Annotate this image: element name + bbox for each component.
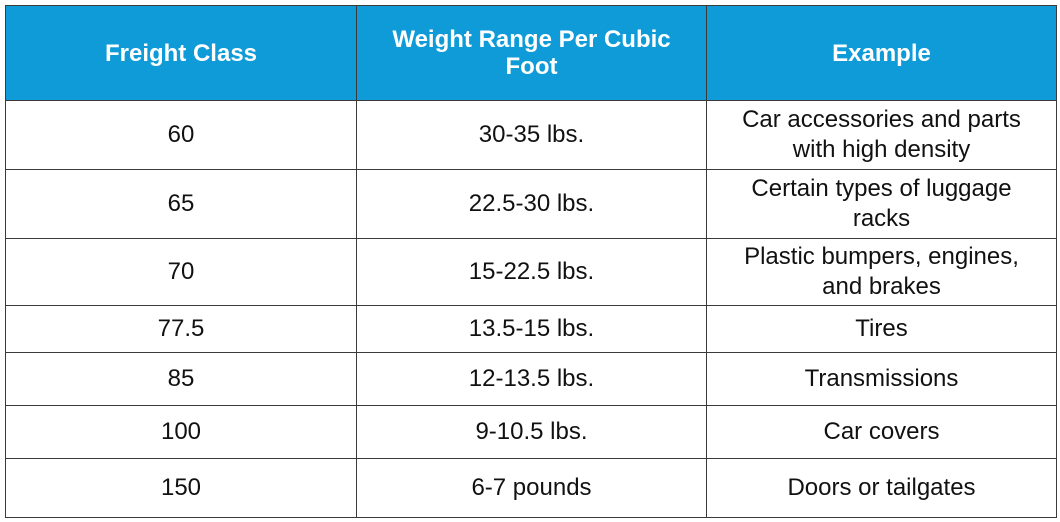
weight-range-cell: 12-13.5 lbs. [356,352,707,406]
freight-class-cell: 150 [5,458,357,518]
table-row: 100 9-10.5 lbs. Car covers [5,405,1057,459]
table-row: 65 22.5-30 lbs. Certain types of luggage… [5,169,1057,239]
weight-range-cell: 13.5-15 lbs. [356,305,707,353]
freight-class-cell: 65 [5,169,357,239]
freight-class-cell: 77.5 [5,305,357,353]
example-cell: Car accessories and parts with high dens… [706,100,1057,170]
example-cell: Plastic bumpers, engines, and brakes [706,238,1057,306]
example-cell: Tires [706,305,1057,353]
header-weight-range: Weight Range Per Cubic Foot [356,5,707,101]
table-header: Freight Class Weight Range Per Cubic Foo… [5,5,1057,101]
table-body: 60 30-35 lbs. Car accessories and parts … [5,100,1057,518]
table-row: 70 15-22.5 lbs. Plastic bumpers, engines… [5,238,1057,306]
table-row: 85 12-13.5 lbs. Transmissions [5,352,1057,406]
weight-range-cell: 15-22.5 lbs. [356,238,707,306]
freight-class-cell: 85 [5,352,357,406]
table-row: 150 6-7 pounds Doors or tailgates [5,458,1057,518]
example-cell: Certain types of luggage racks [706,169,1057,239]
example-cell: Transmissions [706,352,1057,406]
header-freight-class: Freight Class [5,5,357,101]
table-row: 60 30-35 lbs. Car accessories and parts … [5,100,1057,170]
freight-class-table: Freight Class Weight Range Per Cubic Foo… [5,5,1057,518]
weight-range-cell: 6-7 pounds [356,458,707,518]
header-example: Example [706,5,1057,101]
weight-range-cell: 22.5-30 lbs. [356,169,707,239]
freight-class-cell: 70 [5,238,357,306]
weight-range-cell: 9-10.5 lbs. [356,405,707,459]
example-cell: Doors or tailgates [706,458,1057,518]
freight-class-cell: 100 [5,405,357,459]
table-row: 77.5 13.5-15 lbs. Tires [5,305,1057,353]
freight-class-cell: 60 [5,100,357,170]
header-row: Freight Class Weight Range Per Cubic Foo… [5,5,1057,101]
weight-range-cell: 30-35 lbs. [356,100,707,170]
example-cell: Car covers [706,405,1057,459]
